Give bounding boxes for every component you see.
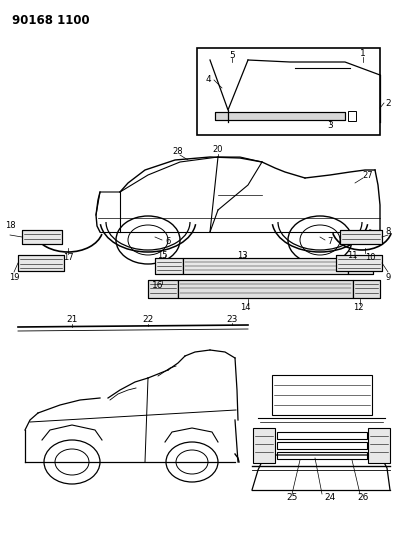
Text: 23: 23: [226, 316, 238, 325]
Bar: [22, 230, 62, 244]
Bar: [348, 111, 356, 121]
Text: 4: 4: [205, 76, 211, 85]
Text: 15: 15: [157, 251, 167, 260]
Text: 10: 10: [365, 254, 375, 262]
Text: 90168 1100: 90168 1100: [12, 14, 90, 27]
Text: 24: 24: [324, 492, 336, 502]
Text: 27: 27: [363, 171, 373, 180]
Text: 3: 3: [327, 122, 333, 131]
Bar: [348, 258, 373, 274]
Text: 9: 9: [386, 273, 391, 282]
Text: 5: 5: [229, 51, 235, 60]
Bar: [155, 258, 183, 274]
Text: 17: 17: [63, 254, 73, 262]
Bar: [215, 112, 345, 120]
Text: 16: 16: [152, 280, 164, 289]
Text: 2: 2: [385, 99, 391, 108]
Bar: [215, 112, 345, 120]
Bar: [368, 428, 390, 463]
Bar: [148, 280, 178, 298]
Bar: [277, 442, 367, 449]
Bar: [340, 230, 382, 244]
Bar: [155, 258, 183, 274]
Bar: [336, 255, 382, 271]
Text: 14: 14: [240, 303, 250, 311]
Text: 1: 1: [360, 49, 366, 58]
Text: 21: 21: [66, 316, 78, 325]
Bar: [336, 255, 382, 271]
Text: 6: 6: [165, 238, 171, 246]
Text: 8: 8: [385, 227, 391, 236]
Text: 12: 12: [353, 303, 363, 311]
Bar: [183, 258, 348, 274]
Text: 28: 28: [173, 148, 183, 157]
Bar: [272, 375, 372, 415]
Bar: [277, 452, 367, 459]
Text: 22: 22: [142, 316, 154, 325]
Text: 18: 18: [5, 221, 15, 230]
Bar: [18, 255, 64, 271]
Bar: [197, 48, 380, 135]
Text: 19: 19: [9, 273, 19, 282]
Text: 20: 20: [213, 146, 223, 155]
Bar: [348, 258, 373, 274]
Bar: [22, 230, 62, 244]
Bar: [18, 255, 64, 271]
Text: 7: 7: [327, 238, 333, 246]
Text: 25: 25: [286, 492, 298, 502]
Bar: [148, 280, 178, 298]
Bar: [340, 230, 382, 244]
Text: 11: 11: [347, 251, 357, 260]
Text: 13: 13: [237, 251, 247, 260]
Bar: [253, 428, 275, 463]
Bar: [178, 280, 353, 298]
Bar: [178, 280, 353, 298]
Text: 26: 26: [357, 492, 369, 502]
Bar: [353, 280, 380, 298]
Bar: [277, 432, 367, 439]
Bar: [353, 280, 380, 298]
Bar: [183, 258, 348, 274]
